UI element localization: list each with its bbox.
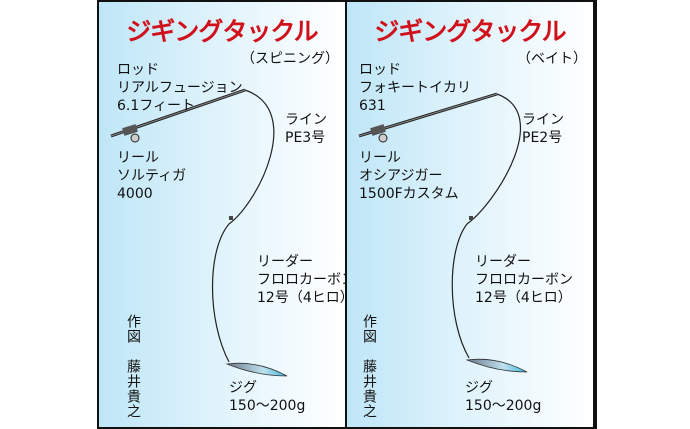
line-label: ライン [522,112,564,128]
panel-title: ジギングタックル [374,17,566,46]
reel-label: 1500Fカスタム [359,186,459,202]
panel-subtitle: （ベイト） [517,51,587,67]
diagram: ジギングタックル （スピニング） ロッドリアルフュージョン 6.1フィートライン PE3… [97,0,597,429]
reel [370,124,386,136]
rod-label: 631 [359,98,386,114]
line-label: PE3号 [285,130,326,146]
tackle-panel: ジギングタックル （スピニング） ロッドリアルフュージョン 6.1フィートライン PE3… [99,2,345,427]
jig-label: 150〜200g [229,398,306,414]
jig [225,362,288,377]
reel-handle [130,133,140,143]
rod-label: 6.1フィート [117,98,195,114]
reel-label: 4000 [117,186,153,202]
line-label: ライン [285,112,327,128]
line-label: PE2号 [522,130,563,146]
leader-label: 12号（4ヒロ） [475,290,572,306]
knot [469,216,473,220]
rod-label: ロッド [359,62,401,78]
reel-label: リール [117,150,159,166]
leader-label: リーダー [257,254,313,270]
credit: 作図 藤井貴之 [125,314,141,419]
panel-subtitle: （スピニング） [241,51,339,67]
rod-label: ロッド [117,62,159,78]
jig-label: ジグ [229,380,257,396]
reel-label: オシアジガー [359,168,443,184]
fishing-line [451,93,521,359]
tackle-drawing [358,92,528,373]
knot [229,216,233,220]
reel-label: ソルティガ [117,168,187,184]
jig-label: 150〜200g [465,398,542,414]
rod-label: リアルフュージョン [117,80,243,96]
leader-label: フロロカーボン [257,272,345,288]
leader-label: 12号（4ヒロ） [257,290,345,306]
credit: 作図 藤井貴之 [361,314,377,419]
rod-label: フォキートイカリ [359,80,471,96]
leader-label: フロロカーボン [475,272,573,288]
jig-label: ジグ [465,380,493,396]
panel-title: ジギングタックル [126,17,318,46]
reel-label: リール [359,150,401,166]
jig [465,358,528,373]
reel-handle [378,133,388,143]
leader-label: リーダー [475,254,531,270]
tackle-panel: ジギングタックル （ベイト） ロッドフォキートイカリ 631 ライン PE2号リールオシア… [347,2,593,427]
tackle-drawing [110,88,288,377]
reel [122,124,138,136]
fishing-line [211,89,275,363]
